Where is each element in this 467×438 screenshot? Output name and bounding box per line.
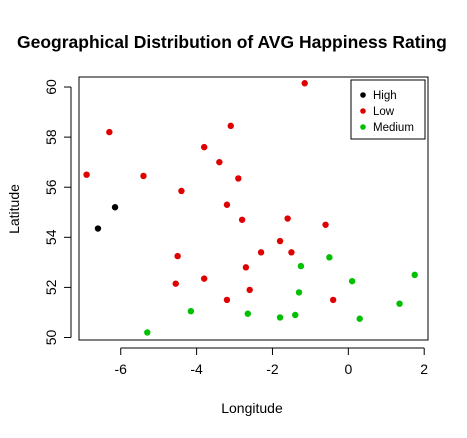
data-point-low: [178, 187, 185, 195]
chart-title: Geographical Distribution of AVG Happine…: [17, 32, 447, 52]
data-point-medium: [297, 262, 305, 270]
data-point-low: [322, 221, 329, 228]
data-point-low: [301, 80, 308, 87]
x-tick-label: -6: [115, 361, 128, 377]
data-point-medium: [187, 307, 195, 315]
data-point-low: [242, 264, 250, 271]
legend-label-medium: Medium: [373, 122, 414, 134]
data-point-medium: [276, 314, 284, 321]
y-tick-label: 56: [43, 179, 59, 195]
data-point-low: [223, 296, 231, 304]
data-point-low: [140, 172, 147, 180]
y-tick-label: 52: [43, 279, 59, 295]
legend-label-low: Low: [373, 106, 395, 118]
data-point-medium: [396, 300, 403, 307]
data-point-low: [284, 215, 291, 222]
data-point-medium: [292, 311, 299, 319]
x-axis: -6 -4 -2 0 2: [115, 347, 428, 377]
y-tick-label: 50: [43, 329, 59, 345]
y-axis-label: Latitude: [6, 184, 22, 234]
legend: High Low Medium: [350, 79, 426, 140]
legend-marker-medium: [360, 124, 366, 130]
data-point-low: [223, 201, 231, 208]
y-tick-label: 54: [43, 229, 59, 245]
y-tick-label: 60: [43, 79, 59, 95]
y-tick-label: 58: [43, 129, 59, 145]
legend-marker-high: [360, 92, 366, 98]
data-point-low: [235, 175, 242, 182]
data-point-low: [174, 252, 181, 260]
data-point-low: [106, 128, 113, 136]
data-point-low: [200, 143, 208, 151]
data-point-low: [172, 280, 179, 287]
data-point-medium: [244, 310, 252, 317]
legend-label-high: High: [373, 90, 397, 102]
data-point-low: [83, 171, 90, 178]
data-point-medium: [295, 289, 303, 296]
data-point-medium: [144, 329, 151, 336]
data-point-medium: [411, 271, 418, 279]
data-point-low: [227, 122, 234, 130]
data-point-low: [329, 296, 337, 304]
y-axis: 50 52 54 56 58 60: [43, 79, 72, 345]
data-point-medium: [356, 315, 363, 322]
x-axis-label: Longitude: [221, 400, 283, 416]
data-point-low: [288, 249, 295, 256]
data-point-low: [216, 158, 223, 166]
x-tick-label: -2: [266, 361, 279, 377]
x-tick-label: -4: [190, 361, 203, 377]
data-point-high: [94, 225, 102, 232]
data-point-medium: [348, 277, 356, 285]
x-tick-label: 0: [344, 361, 352, 377]
data-point-high: [111, 204, 119, 211]
legend-marker-low: [360, 108, 366, 114]
data-point-low: [276, 237, 284, 245]
data-point-low: [238, 216, 246, 223]
data-point-low: [257, 249, 265, 256]
data-point-low: [200, 275, 208, 282]
data-point-medium: [326, 254, 333, 261]
data-point-low: [246, 286, 253, 294]
data-points: [83, 80, 418, 336]
x-tick-label: 2: [420, 361, 428, 377]
plot-area: [78, 76, 429, 341]
